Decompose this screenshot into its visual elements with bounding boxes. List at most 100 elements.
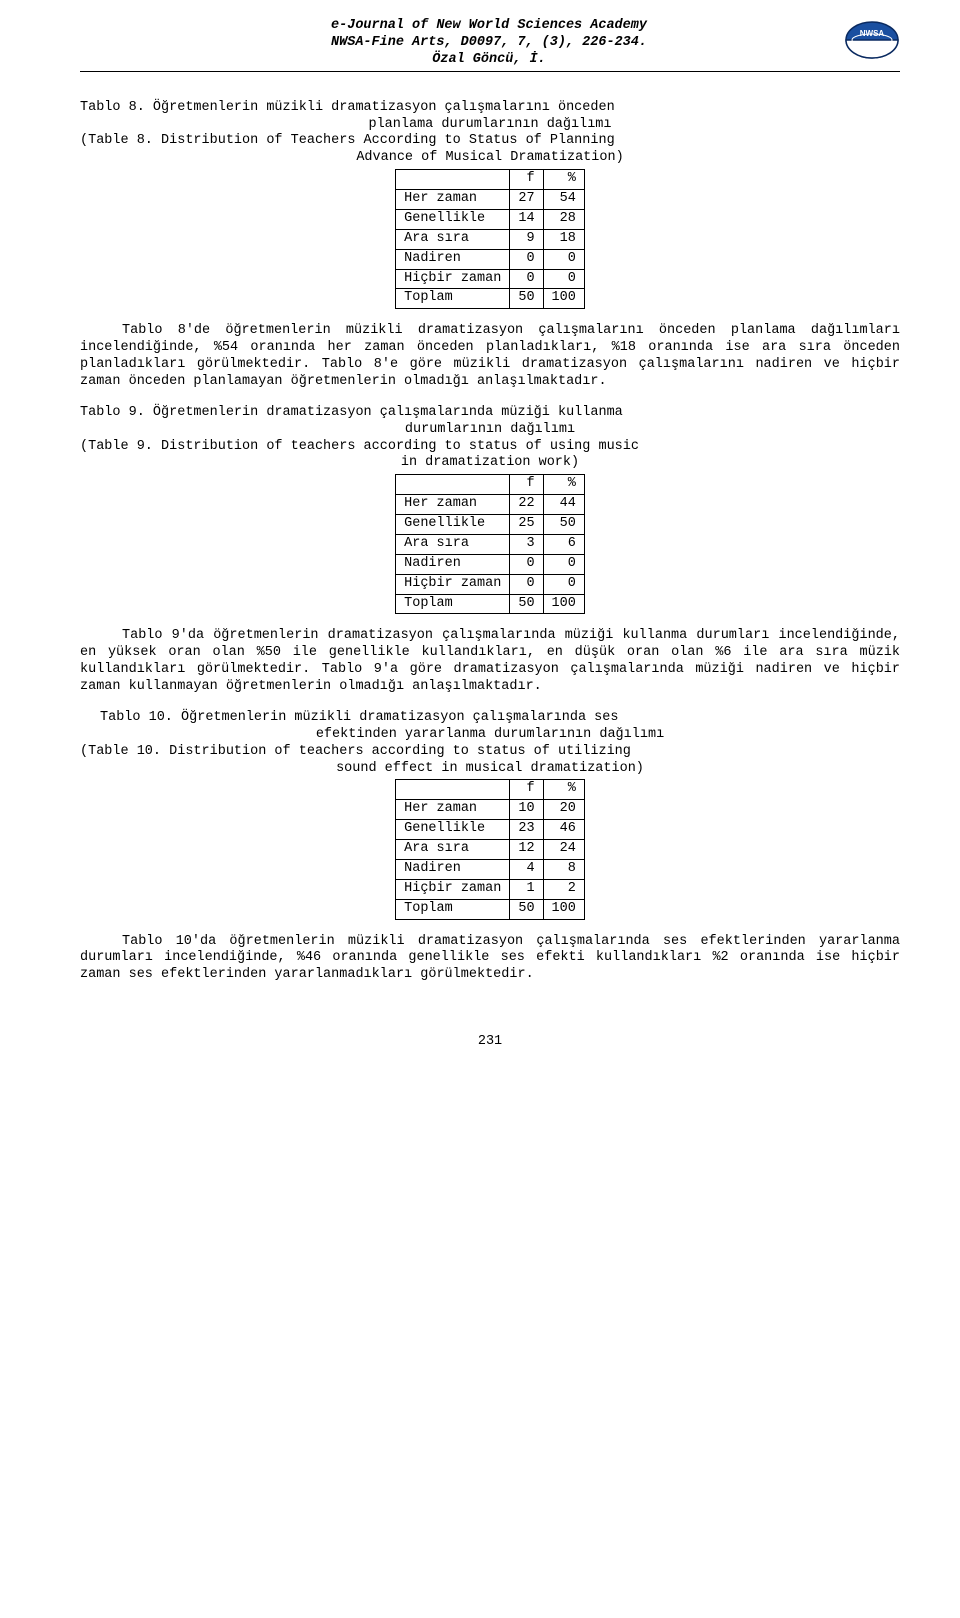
- row-label: Hiçbir zaman: [396, 574, 510, 594]
- header-text: e-Journal of New World Sciences Academy …: [80, 18, 838, 69]
- row-label: Hiçbir zaman: [396, 879, 510, 899]
- table-row: Ara sıra918: [396, 229, 585, 249]
- table8-title-l3: (Table 8. Distribution of Teachers Accor…: [80, 133, 900, 150]
- row-label: Ara sıra: [396, 534, 510, 554]
- empty-cell: [396, 170, 510, 190]
- col-pct: %: [543, 170, 584, 190]
- table-row: Nadiren48: [396, 859, 585, 879]
- table8-block: Tablo 8. Öğretmenlerin müzikli dramatiza…: [80, 100, 900, 391]
- row-f: 10: [510, 800, 543, 820]
- table9-block: Tablo 9. Öğretmenlerin dramatizasyon çal…: [80, 405, 900, 696]
- table-row: Toplam50100: [396, 594, 585, 614]
- row-pct: 2: [543, 879, 584, 899]
- row-f: 9: [510, 229, 543, 249]
- table-row: Toplam50100: [396, 289, 585, 309]
- row-f: 4: [510, 859, 543, 879]
- row-f: 50: [510, 899, 543, 919]
- table9-title-l3: (Table 9. Distribution of teachers accor…: [80, 439, 900, 456]
- table-row: Her zaman2754: [396, 190, 585, 210]
- col-pct: %: [543, 780, 584, 800]
- table-row: f %: [396, 170, 585, 190]
- col-f: f: [510, 780, 543, 800]
- empty-cell: [396, 475, 510, 495]
- row-f: 0: [510, 554, 543, 574]
- row-f: 25: [510, 515, 543, 535]
- table-row: Her zaman1020: [396, 800, 585, 820]
- row-f: 12: [510, 840, 543, 860]
- row-pct: 44: [543, 495, 584, 515]
- row-pct: 46: [543, 820, 584, 840]
- row-label: Her zaman: [396, 800, 510, 820]
- row-pct: 6: [543, 534, 584, 554]
- row-pct: 18: [543, 229, 584, 249]
- row-pct: 100: [543, 594, 584, 614]
- table-row: Her zaman2244: [396, 495, 585, 515]
- row-pct: 100: [543, 899, 584, 919]
- row-label: Ara sıra: [396, 840, 510, 860]
- table9-title: Tablo 9. Öğretmenlerin dramatizasyon çal…: [80, 405, 900, 473]
- row-f: 0: [510, 269, 543, 289]
- table-row: Ara sıra1224: [396, 840, 585, 860]
- col-f: f: [510, 475, 543, 495]
- table8-title-l2: planlama durumlarının dağılımı: [80, 117, 900, 134]
- table-row: Nadiren00: [396, 249, 585, 269]
- row-pct: 0: [543, 554, 584, 574]
- col-pct: %: [543, 475, 584, 495]
- table10-title-l4: sound effect in musical dramatization): [80, 761, 900, 778]
- empty-cell: [396, 780, 510, 800]
- row-pct: 0: [543, 574, 584, 594]
- row-label: Her zaman: [396, 190, 510, 210]
- page-header: e-Journal of New World Sciences Academy …: [80, 18, 900, 72]
- row-pct: 0: [543, 269, 584, 289]
- header-line-1: e-Journal of New World Sciences Academy: [140, 18, 838, 35]
- row-label: Genellikle: [396, 515, 510, 535]
- row-pct: 28: [543, 209, 584, 229]
- row-label: Genellikle: [396, 209, 510, 229]
- col-f: f: [510, 170, 543, 190]
- table-row: f %: [396, 475, 585, 495]
- row-label: Toplam: [396, 289, 510, 309]
- row-f: 27: [510, 190, 543, 210]
- row-f: 14: [510, 209, 543, 229]
- table-row: Hiçbir zaman00: [396, 269, 585, 289]
- row-pct: 100: [543, 289, 584, 309]
- table-row: Genellikle1428: [396, 209, 585, 229]
- table10-title-l2: efektinden yararlanma durumlarının dağıl…: [80, 727, 900, 744]
- row-label: Her zaman: [396, 495, 510, 515]
- table8: f % Her zaman2754 Genellikle1428 Ara sır…: [395, 169, 585, 309]
- svg-text:NWSA: NWSA: [860, 29, 885, 38]
- table9-title-l4: in dramatization work): [80, 455, 900, 472]
- row-f: 22: [510, 495, 543, 515]
- row-pct: 54: [543, 190, 584, 210]
- table10: f % Her zaman1020 Genellikle2346 Ara sır…: [395, 779, 585, 919]
- row-pct: 20: [543, 800, 584, 820]
- row-label: Toplam: [396, 899, 510, 919]
- row-f: 3: [510, 534, 543, 554]
- nwsa-logo-icon: NWSA: [844, 20, 900, 60]
- row-label: Nadiren: [396, 554, 510, 574]
- row-label: Nadiren: [396, 249, 510, 269]
- table-row: Nadiren00: [396, 554, 585, 574]
- table-row: Ara sıra36: [396, 534, 585, 554]
- table-row: f %: [396, 780, 585, 800]
- row-label: Ara sıra: [396, 229, 510, 249]
- row-label: Hiçbir zaman: [396, 269, 510, 289]
- row-f: 0: [510, 574, 543, 594]
- row-label: Toplam: [396, 594, 510, 614]
- header-line-3: Özal Göncü, İ.: [140, 52, 838, 69]
- table10-title: Tablo 10. Öğretmenlerin müzikli dramatiz…: [80, 710, 900, 778]
- table-row: Hiçbir zaman00: [396, 574, 585, 594]
- table-row: Genellikle2346: [396, 820, 585, 840]
- table10-title-l3: (Table 10. Distribution of teachers acco…: [80, 744, 900, 761]
- table10-block: Tablo 10. Öğretmenlerin müzikli dramatiz…: [80, 710, 900, 984]
- row-f: 50: [510, 289, 543, 309]
- page-number: 231: [80, 1034, 900, 1051]
- row-pct: 50: [543, 515, 584, 535]
- row-label: Genellikle: [396, 820, 510, 840]
- table9-title-l2: durumlarının dağılımı: [80, 422, 900, 439]
- table-row: Genellikle2550: [396, 515, 585, 535]
- table-row: Hiçbir zaman12: [396, 879, 585, 899]
- row-pct: 24: [543, 840, 584, 860]
- row-pct: 0: [543, 249, 584, 269]
- table-row: Toplam50100: [396, 899, 585, 919]
